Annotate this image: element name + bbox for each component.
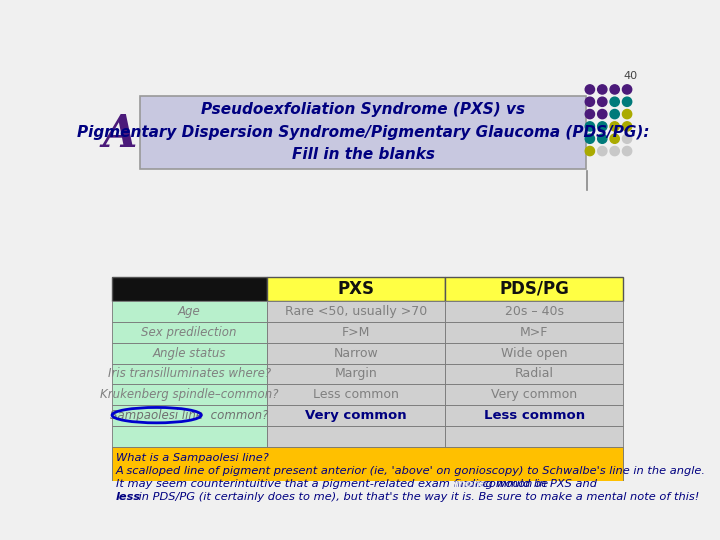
Bar bbox=[266, 322, 445, 343]
Bar bbox=[112, 447, 266, 468]
Text: Narrow: Narrow bbox=[333, 347, 378, 360]
Circle shape bbox=[610, 122, 619, 131]
Text: A scalloped line of pigment present anterior (ie, 'above' on gonioscopy) to Schw: A scalloped line of pigment present ante… bbox=[116, 466, 706, 476]
Bar bbox=[140, 96, 586, 168]
Bar bbox=[266, 301, 445, 322]
Circle shape bbox=[622, 134, 631, 143]
Text: Very common: Very common bbox=[305, 409, 407, 422]
Bar bbox=[112, 405, 266, 426]
Circle shape bbox=[585, 122, 595, 131]
Text: common in PXS and: common in PXS and bbox=[479, 479, 597, 489]
Circle shape bbox=[610, 110, 619, 119]
Bar bbox=[445, 426, 624, 447]
Circle shape bbox=[598, 122, 607, 131]
Circle shape bbox=[610, 146, 619, 156]
Text: PXS: PXS bbox=[338, 280, 374, 298]
Bar bbox=[266, 384, 445, 405]
Circle shape bbox=[598, 97, 607, 106]
Bar bbox=[266, 405, 445, 426]
Circle shape bbox=[610, 97, 619, 106]
Text: Very common: Very common bbox=[491, 388, 577, 401]
Bar bbox=[445, 384, 624, 405]
Bar bbox=[445, 405, 624, 426]
Bar bbox=[266, 363, 445, 384]
Text: M>F: M>F bbox=[520, 326, 548, 339]
Bar bbox=[112, 426, 266, 447]
Circle shape bbox=[585, 85, 595, 94]
Text: Less common: Less common bbox=[313, 388, 399, 401]
Circle shape bbox=[610, 85, 619, 94]
Bar bbox=[445, 447, 624, 468]
Text: PDS/PG: PDS/PG bbox=[499, 280, 569, 298]
Bar bbox=[112, 363, 266, 384]
Bar bbox=[112, 447, 624, 508]
Text: 40: 40 bbox=[623, 71, 637, 81]
Circle shape bbox=[610, 134, 619, 143]
Bar bbox=[266, 468, 445, 488]
Circle shape bbox=[585, 134, 595, 143]
Text: Rare <50, usually >70: Rare <50, usually >70 bbox=[284, 305, 427, 318]
Bar bbox=[445, 468, 624, 488]
Text: It may seem counterintuitive that a pigment-related exam finding would be: It may seem counterintuitive that a pigm… bbox=[116, 479, 552, 489]
Circle shape bbox=[622, 110, 631, 119]
Text: Sex predilection: Sex predilection bbox=[141, 326, 237, 339]
Circle shape bbox=[598, 85, 607, 94]
Circle shape bbox=[622, 85, 631, 94]
Bar bbox=[112, 276, 266, 301]
Text: Iris transilluminates where?: Iris transilluminates where? bbox=[107, 367, 271, 381]
Bar bbox=[445, 301, 624, 322]
Bar bbox=[112, 384, 266, 405]
Text: What is a Sampaolesi line?: What is a Sampaolesi line? bbox=[116, 453, 269, 463]
Text: Sampaolesi line  common?: Sampaolesi line common? bbox=[110, 409, 269, 422]
Text: Radial: Radial bbox=[515, 367, 554, 381]
Bar bbox=[445, 363, 624, 384]
Bar bbox=[266, 343, 445, 363]
Text: A: A bbox=[102, 112, 137, 156]
Bar bbox=[112, 322, 266, 343]
Bar bbox=[112, 343, 266, 363]
Bar bbox=[445, 343, 624, 363]
Circle shape bbox=[598, 134, 607, 143]
Circle shape bbox=[585, 146, 595, 156]
Bar bbox=[112, 301, 266, 322]
Circle shape bbox=[585, 110, 595, 119]
Circle shape bbox=[598, 110, 607, 119]
Text: Angle status: Angle status bbox=[153, 347, 226, 360]
Text: 20s – 40s: 20s – 40s bbox=[505, 305, 564, 318]
Circle shape bbox=[585, 97, 595, 106]
Text: Pseudoexfoliation Syndrome (PXS) vs
Pigmentary Dispersion Syndrome/Pigmentary Gl: Pseudoexfoliation Syndrome (PXS) vs Pigm… bbox=[77, 103, 649, 162]
Text: Margin: Margin bbox=[335, 367, 377, 381]
Text: Krukenberg spindle–common?: Krukenberg spindle–common? bbox=[100, 388, 279, 401]
Text: more: more bbox=[454, 479, 487, 489]
Text: Age: Age bbox=[178, 305, 201, 318]
Bar bbox=[266, 447, 445, 468]
Bar bbox=[112, 468, 266, 488]
Bar bbox=[266, 276, 445, 301]
Bar bbox=[445, 322, 624, 343]
Bar bbox=[445, 276, 624, 301]
Text: Less common: Less common bbox=[484, 409, 585, 422]
Circle shape bbox=[622, 146, 631, 156]
Circle shape bbox=[598, 146, 607, 156]
Circle shape bbox=[622, 122, 631, 131]
Bar bbox=[266, 426, 445, 447]
Text: in PDS/PG (it certainly does to me), but that's the way it is. Be sure to make a: in PDS/PG (it certainly does to me), but… bbox=[135, 492, 699, 502]
Text: F>M: F>M bbox=[341, 326, 370, 339]
Text: more: more bbox=[454, 479, 487, 489]
Text: less: less bbox=[116, 492, 140, 502]
Circle shape bbox=[622, 97, 631, 106]
Text: Wide open: Wide open bbox=[501, 347, 567, 360]
